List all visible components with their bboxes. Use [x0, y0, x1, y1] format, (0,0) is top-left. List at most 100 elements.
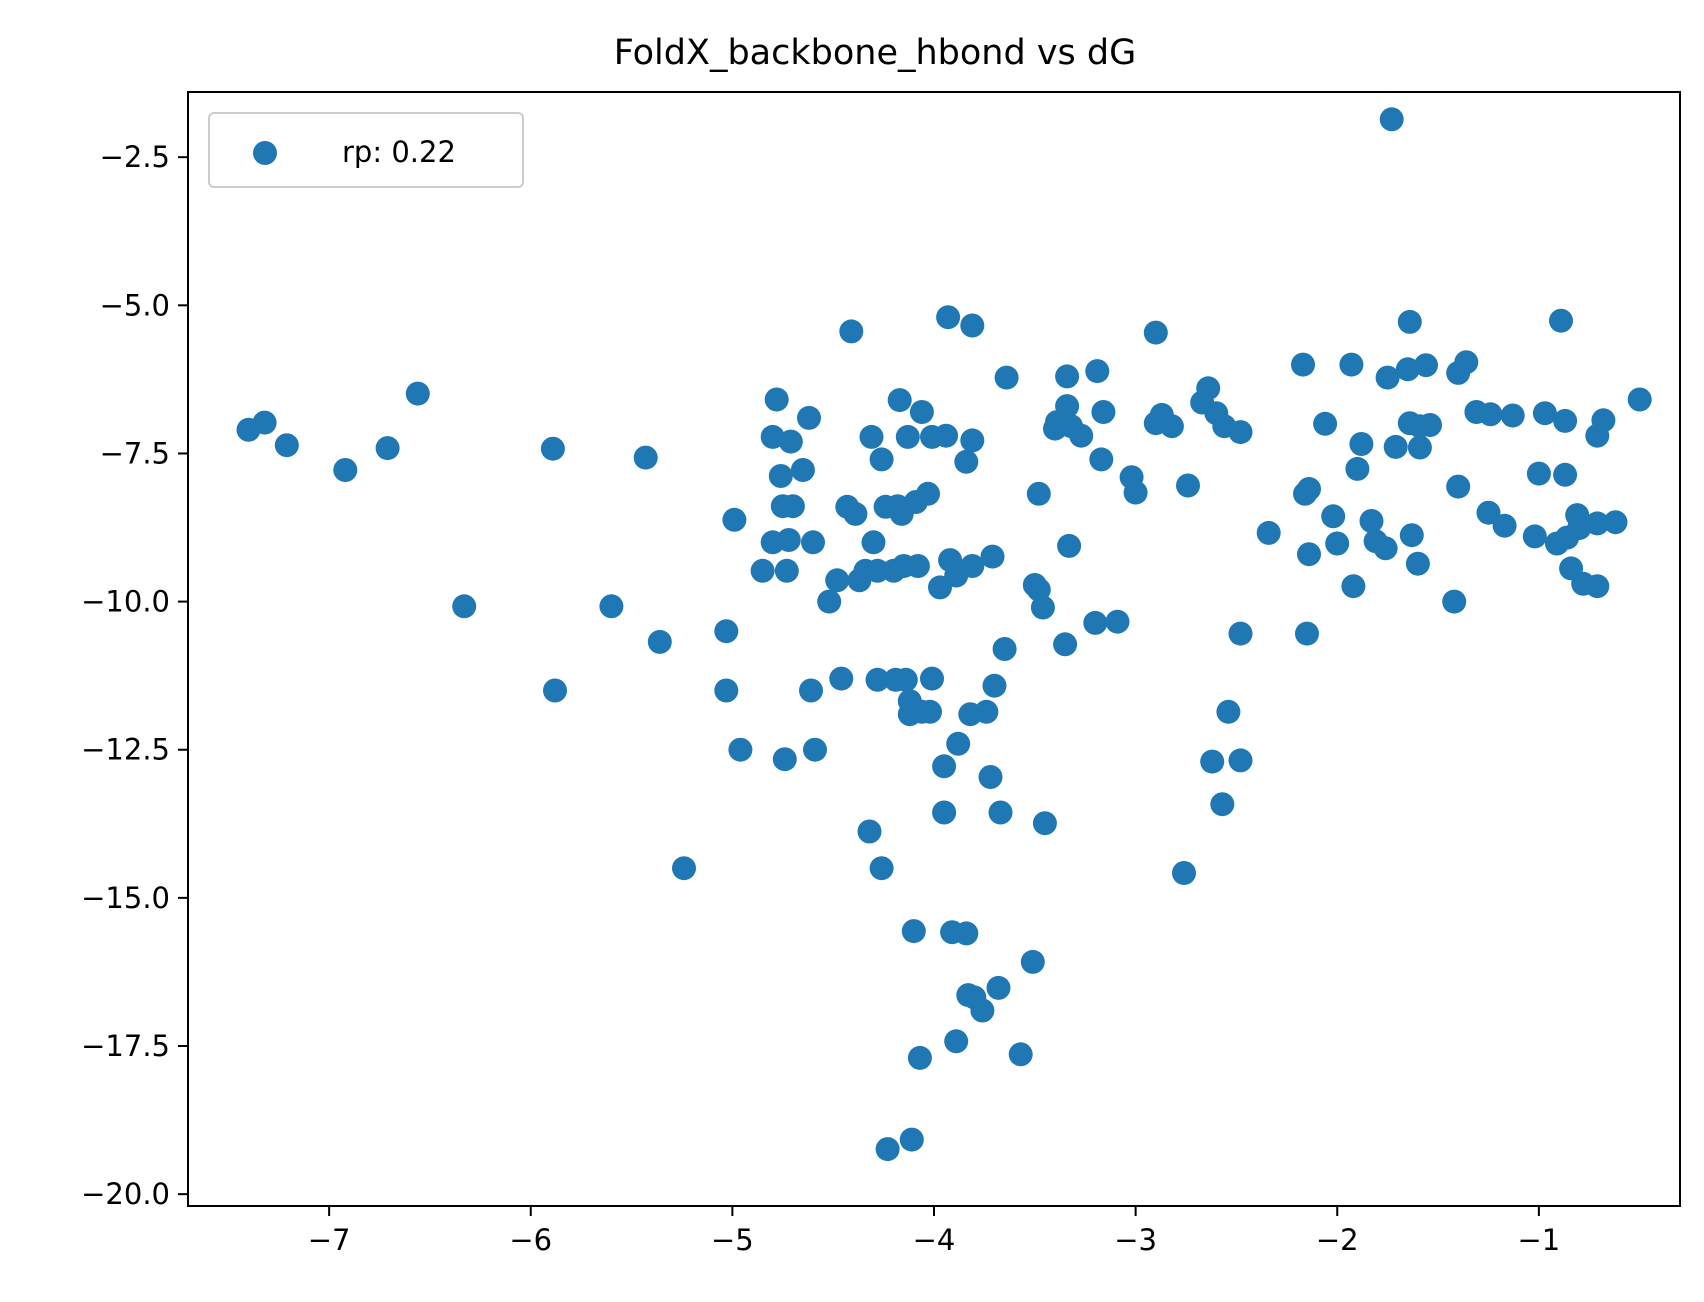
legend-label: rp: 0.22	[342, 135, 456, 169]
data-point	[1057, 533, 1082, 558]
data-point	[543, 678, 567, 703]
data-point	[1399, 523, 1424, 548]
data-point	[1553, 408, 1578, 433]
y-tick-label: −5.0	[100, 288, 170, 322]
data-point	[714, 678, 739, 703]
data-point	[1089, 447, 1114, 472]
data-point	[1159, 414, 1184, 439]
data-point	[333, 458, 358, 482]
chart-title: FoldX_backbone_hbond vs dG	[614, 33, 1137, 73]
data-point	[992, 637, 1017, 661]
data-point	[1373, 536, 1398, 561]
data-point	[1008, 1042, 1033, 1067]
data-point	[1026, 481, 1051, 506]
data-point	[899, 1127, 924, 1152]
data-point	[839, 319, 864, 344]
data-point	[1083, 610, 1108, 635]
data-point	[1383, 434, 1408, 459]
data-point	[1228, 748, 1253, 773]
data-point	[1069, 423, 1094, 448]
data-point	[829, 666, 854, 691]
data-point	[1549, 308, 1573, 333]
data-point	[1291, 352, 1315, 377]
data-point	[714, 619, 739, 644]
data-points	[236, 107, 1652, 1162]
data-point	[1091, 400, 1116, 424]
data-point	[960, 554, 985, 578]
data-point	[722, 507, 747, 532]
data-point	[1176, 473, 1200, 498]
data-point	[1196, 376, 1221, 401]
data-point	[405, 381, 430, 406]
data-point	[857, 819, 882, 844]
data-point	[1553, 462, 1578, 487]
data-point	[1123, 480, 1148, 505]
data-point	[1446, 474, 1471, 499]
data-point	[1478, 402, 1503, 427]
data-point	[1295, 621, 1319, 646]
data-point	[1216, 699, 1241, 724]
data-point	[1256, 520, 1281, 545]
data-point	[875, 1137, 900, 1162]
data-point	[1454, 350, 1479, 375]
data-point	[1379, 107, 1404, 132]
data-point	[960, 313, 985, 338]
data-point	[954, 921, 979, 946]
data-point	[1345, 456, 1370, 481]
data-point	[1526, 461, 1551, 486]
data-point	[1313, 411, 1338, 436]
y-tick-label: −15.0	[81, 881, 170, 915]
data-point	[825, 568, 850, 593]
data-point	[1418, 413, 1442, 437]
data-point	[728, 737, 753, 762]
data-point	[1105, 609, 1130, 634]
data-point	[1055, 394, 1080, 419]
data-point	[869, 447, 894, 472]
data-point	[895, 424, 920, 449]
data-point	[780, 494, 805, 519]
plot-frame	[187, 91, 1681, 1207]
y-tick-label: −2.5	[100, 140, 170, 174]
x-tick-label: −2	[1316, 1223, 1359, 1257]
data-point	[907, 1045, 932, 1070]
data-point	[978, 765, 1003, 789]
data-point	[1414, 353, 1438, 378]
data-point	[768, 464, 793, 488]
data-point	[970, 998, 995, 1023]
data-point	[916, 481, 940, 506]
legend-box	[208, 112, 524, 188]
x-tick-label: −4	[913, 1223, 956, 1257]
data-point	[1325, 531, 1350, 556]
data-point	[1627, 387, 1652, 412]
data-point	[1442, 589, 1467, 614]
data-point	[869, 856, 894, 881]
data-point	[1603, 510, 1628, 535]
data-point	[252, 410, 277, 435]
data-point	[1172, 861, 1196, 885]
data-point	[1143, 320, 1168, 345]
data-point	[1532, 401, 1557, 426]
data-point	[1053, 632, 1078, 657]
data-point	[1585, 511, 1610, 536]
data-point	[980, 544, 1005, 569]
data-point	[750, 558, 775, 583]
data-point	[859, 424, 884, 449]
data-point	[982, 673, 1007, 698]
data-point	[375, 436, 400, 461]
data-point	[1020, 949, 1045, 974]
y-tick-label: −20.0	[81, 1177, 170, 1211]
data-point	[760, 424, 785, 449]
data-point	[1228, 420, 1253, 445]
data-point	[861, 530, 886, 555]
data-point	[1395, 357, 1420, 382]
data-point	[817, 589, 842, 614]
data-point	[540, 436, 565, 461]
data-point	[1055, 364, 1080, 389]
data-point	[909, 400, 934, 424]
x-tick-label: −5	[711, 1223, 754, 1257]
data-point	[1585, 574, 1610, 599]
data-point	[274, 433, 299, 458]
data-point	[772, 747, 797, 772]
